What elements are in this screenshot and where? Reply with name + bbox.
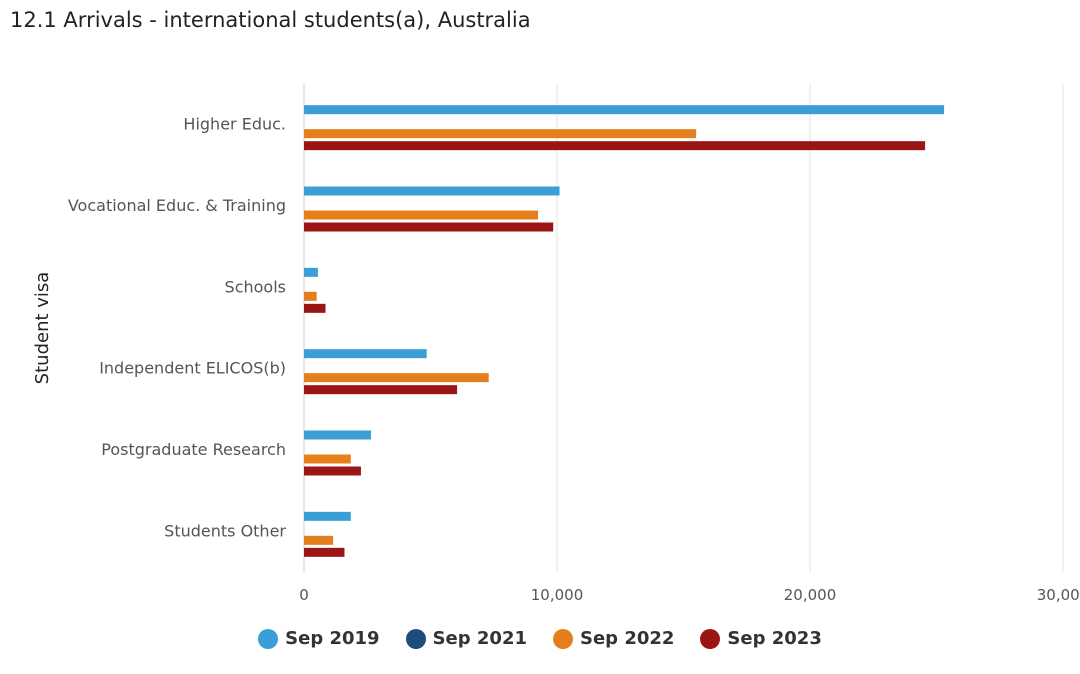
legend-label: Sep 2019: [285, 628, 380, 649]
bar-sep-2023: [304, 547, 345, 557]
bar-sep-2022: [304, 210, 539, 220]
legend-item-sep-2019[interactable]: Sep 2019: [258, 628, 380, 649]
category-label: Vocational Educ. & Training: [68, 196, 286, 215]
category-label: Schools: [225, 277, 286, 296]
legend-item-sep-2022[interactable]: Sep 2022: [553, 628, 674, 649]
bar-sep-2022: [304, 129, 697, 139]
bar-sep-2019: [304, 511, 351, 521]
legend-label: Sep 2021: [432, 628, 527, 649]
bar-sep-2019: [304, 105, 945, 115]
bar-sep-2022: [304, 535, 334, 545]
legend-label: Sep 2022: [580, 628, 675, 649]
legend-swatch: [553, 628, 573, 649]
bar-sep-2022: [304, 373, 489, 383]
bar-sep-2023: [304, 141, 926, 151]
legend-swatch: [700, 628, 721, 649]
bar-sep-2023: [304, 303, 326, 313]
bar-sep-2019: [304, 349, 427, 359]
category-label: Independent ELICOS(b): [99, 359, 286, 378]
bar-sep-2019: [304, 186, 560, 196]
legend-swatch: [258, 628, 279, 649]
bar-sep-2019: [304, 430, 372, 440]
chart-title: 12.1 Arrivals - international students(a…: [10, 8, 531, 32]
bar-sep-2023: [304, 466, 361, 476]
x-tick-label: 0: [299, 586, 309, 604]
legend-item-sep-2023[interactable]: Sep 2023: [700, 628, 822, 649]
bar-sep-2022: [304, 291, 317, 301]
bar-chart: 0 10,000 20,000 30,000 Student visa Higher Ed…: [32, 84, 1080, 604]
x-tick-label: 30,000: [1037, 586, 1080, 604]
legend: Sep 2019 Sep 2021 Sep 2022 Sep 2023: [0, 628, 1080, 649]
bar-sep-2022: [304, 454, 351, 464]
x-tick-label: 20,000: [784, 586, 837, 604]
x-tick-label: 10,000: [531, 586, 584, 604]
bar-sep-2023: [304, 222, 554, 232]
category-label: Students Other: [164, 521, 286, 540]
legend-label: Sep 2023: [727, 628, 822, 649]
category-label: Postgraduate Research: [101, 440, 286, 459]
bar-sep-2019: [304, 267, 318, 277]
category-label: Higher Educ.: [183, 115, 286, 134]
legend-item-sep-2021[interactable]: Sep 2021: [405, 628, 527, 649]
bar-sep-2023: [304, 385, 458, 395]
legend-swatch: [405, 628, 426, 649]
y-axis-title: Student visa: [32, 272, 53, 385]
